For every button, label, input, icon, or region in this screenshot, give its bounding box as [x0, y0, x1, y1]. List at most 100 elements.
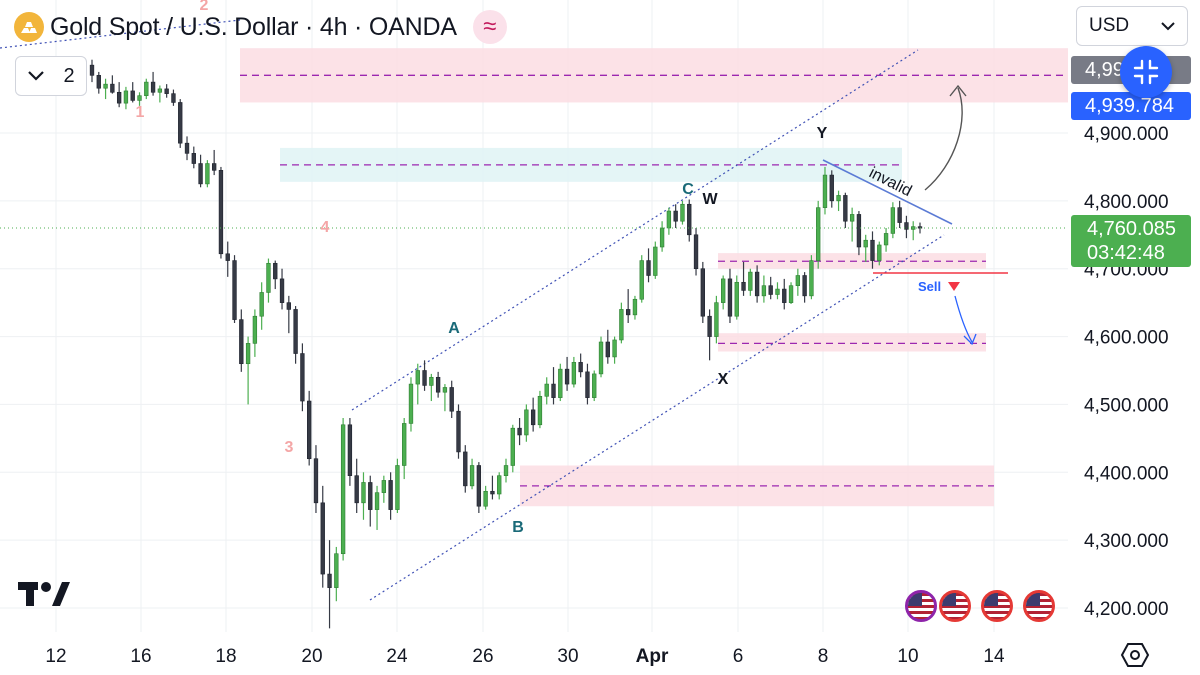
- candle: [687, 199, 692, 242]
- candle-body: [449, 387, 454, 412]
- candle: [449, 380, 454, 418]
- price-tag-target-text: 4,939.784: [1085, 94, 1174, 117]
- candle-body: [144, 81, 149, 96]
- candle-body: [673, 210, 678, 222]
- us-flag-icon[interactable]: [939, 590, 971, 622]
- candle-body: [816, 207, 821, 261]
- candle-body: [727, 278, 733, 317]
- symbol-title-bar[interactable]: Gold Spot / U.S. Dollar · 4h · OANDA ≈: [14, 10, 507, 44]
- candle-body: [89, 64, 95, 76]
- sell-arrow: [954, 295, 973, 343]
- tradingview-logo[interactable]: [18, 580, 70, 611]
- x-tick-label: 16: [130, 646, 151, 667]
- candle-body: [510, 427, 515, 466]
- collapse-icon: [1133, 59, 1159, 85]
- candle-body: [775, 288, 780, 295]
- candle-body: [456, 410, 461, 453]
- candle-body: [429, 376, 434, 386]
- zone-demand: [718, 333, 986, 352]
- candle-body: [517, 427, 522, 436]
- candle-body: [245, 343, 251, 365]
- candle: [788, 282, 794, 304]
- candle: [659, 221, 665, 252]
- candle: [116, 82, 122, 108]
- indicators-collapse-button[interactable]: 2: [15, 56, 87, 96]
- candle: [558, 363, 563, 402]
- candle: [361, 472, 366, 520]
- candle: [96, 71, 101, 94]
- candle-body: [734, 281, 739, 317]
- candle: [123, 86, 129, 110]
- us-flag-icon[interactable]: [905, 590, 937, 622]
- candle: [564, 356, 570, 391]
- candle: [456, 404, 461, 459]
- channel-line-left: [0, 19, 241, 49]
- fullscreen-button[interactable]: [1120, 46, 1172, 98]
- us-flag-icon[interactable]: [1023, 590, 1055, 622]
- candle-body: [232, 260, 237, 320]
- last-price-text: 4,760.085: [1087, 218, 1176, 240]
- last-price-tag: 4,760.085 03:42:48: [1071, 215, 1191, 267]
- candle: [673, 204, 678, 228]
- candle-body: [653, 246, 658, 276]
- candle: [232, 255, 237, 323]
- candle-body: [829, 174, 834, 202]
- grid: [0, 0, 1068, 632]
- candle: [191, 146, 196, 169]
- candle: [137, 92, 142, 106]
- x-tick-label: 10: [897, 646, 918, 667]
- candle-body: [605, 341, 610, 358]
- bar-countdown: 03:42:48: [1087, 242, 1165, 264]
- candle-body: [476, 465, 482, 507]
- axes: 4,200.000 4,300.000 4,400.000 4,500.000 4,60…: [45, 124, 1168, 667]
- candle: [150, 71, 156, 96]
- candle-body: [435, 376, 441, 393]
- candle-body: [843, 195, 848, 222]
- candle: [754, 265, 760, 303]
- candle: [537, 390, 543, 429]
- candle-body: [530, 409, 536, 426]
- candle: [429, 373, 434, 402]
- candle-body: [822, 174, 828, 208]
- candle: [592, 370, 597, 402]
- candle: [666, 207, 672, 235]
- chart-settings-button[interactable]: [1120, 640, 1150, 670]
- economic-events[interactable]: [905, 590, 1055, 622]
- us-flag-icon[interactable]: [981, 590, 1013, 622]
- x-tick-label: 24: [386, 646, 408, 667]
- candle-body: [497, 475, 502, 495]
- zones: [240, 48, 1068, 507]
- candle: [741, 261, 746, 296]
- y-tick-label: 4,600.000: [1084, 328, 1169, 349]
- candle-body: [693, 234, 699, 270]
- candle: [395, 458, 400, 513]
- candle-body: [320, 502, 325, 575]
- candle: [354, 458, 359, 513]
- candle-body: [279, 278, 285, 303]
- candle: [836, 190, 841, 212]
- candle-body: [123, 90, 129, 104]
- chevron-down-icon: [1161, 22, 1175, 31]
- candle-body: [361, 482, 366, 504]
- currency-selector[interactable]: USD: [1076, 6, 1188, 46]
- candle: [286, 295, 291, 334]
- candle-body: [809, 260, 814, 297]
- candle-body: [632, 298, 638, 316]
- candle: [205, 160, 210, 188]
- y-tick-label: 4,200.000: [1084, 599, 1169, 620]
- candle: [130, 82, 135, 103]
- candle: [822, 166, 828, 215]
- candle: [307, 390, 312, 466]
- candle: [463, 445, 468, 493]
- candle: [727, 268, 733, 323]
- candle-body: [564, 368, 570, 385]
- candle-body: [714, 302, 719, 337]
- market-status-icon[interactable]: ≈: [472, 10, 507, 44]
- candle-body: [137, 95, 142, 101]
- candle: [843, 192, 848, 228]
- candle: [442, 384, 448, 412]
- candle: [435, 371, 441, 398]
- candle: [483, 485, 488, 510]
- candle: [653, 241, 658, 279]
